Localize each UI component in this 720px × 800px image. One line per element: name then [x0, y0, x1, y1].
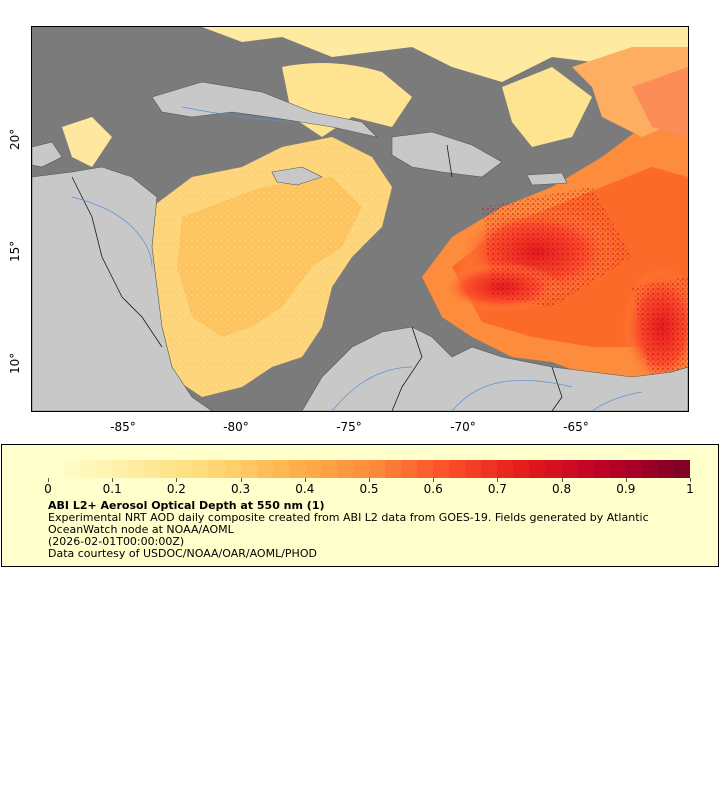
colorbar-tick-mark: [304, 478, 306, 482]
map-panel: -85° -80° -75° -70° -65° 20° 15° 10°: [8, 26, 689, 434]
legend-panel: ABI L2+ Aerosol Optical Depth at 550 nm …: [1, 444, 719, 567]
colorbar-swatch: [288, 460, 305, 478]
aod-field-high: [422, 47, 688, 411]
colorbar-tick-label: 0.2: [166, 482, 186, 496]
colorbar-swatch: [224, 460, 241, 478]
nodata-channel: [332, 187, 472, 357]
map-frame[interactable]: [31, 26, 689, 412]
y-tick-label: 20°: [8, 128, 22, 150]
colorbar-tick-mark: [369, 478, 370, 482]
legend-credit: Data courtesy of USDOC/NOAA/OAR/AOML/PHO…: [48, 547, 317, 560]
colorbar-tick-mark: [176, 478, 178, 482]
colorbar: [48, 460, 690, 478]
colorbar-tick-mark: [497, 478, 499, 482]
colorbar-swatch: [352, 460, 369, 478]
colorbar-swatch: [304, 460, 321, 478]
colorbar-swatch: [144, 460, 161, 478]
colorbar-swatch: [529, 460, 546, 478]
colorbar-swatch: [368, 460, 385, 478]
y-tick-label: 15°: [8, 240, 22, 262]
colorbar-swatch: [160, 460, 177, 478]
x-tick-label: -65°: [563, 420, 589, 434]
colorbar-tick-label: 0.7: [487, 482, 507, 496]
colorbar-tick-mark: [112, 478, 114, 482]
colorbar-tick-label: 0.3: [231, 482, 251, 496]
colorbar-swatch: [48, 460, 65, 478]
colorbar-tick-label: 0.9: [616, 482, 636, 496]
colorbar-tick-label: 0.1: [102, 482, 122, 496]
colorbar-swatch: [128, 460, 145, 478]
colorbar-tick-label: 0: [44, 482, 52, 496]
colorbar-swatch: [417, 460, 434, 478]
colorbar-swatch: [545, 460, 562, 478]
x-tick-label: -75°: [336, 420, 362, 434]
colorbar-tick-mark: [561, 478, 563, 482]
legend-date: (2026-02-01T00:00:00Z): [48, 535, 185, 548]
colorbar-swatch: [561, 460, 578, 478]
rivers: [71, 106, 643, 411]
legend-description: Experimental NRT AOD daily composite cre…: [48, 511, 649, 536]
colorbar-tick-mark: [48, 478, 49, 482]
land: [32, 81, 688, 411]
colorbar-swatch: [96, 460, 113, 478]
colorbar-swatch: [176, 460, 193, 478]
colorbar-swatch: [657, 460, 674, 478]
colorbar-swatch: [112, 460, 129, 478]
colorbar-swatch: [593, 460, 610, 478]
aod-map: [32, 27, 688, 411]
aod-field-central: [142, 137, 392, 397]
colorbar-tick-label: 0.8: [552, 482, 572, 496]
colorbar-swatch: [320, 460, 337, 478]
colorbar-swatch: [481, 460, 498, 478]
colorbar-swatch: [673, 460, 690, 478]
colorbar-swatch: [384, 460, 402, 478]
colorbar-tick-label: 1: [686, 482, 694, 496]
colorbar-swatch: [80, 460, 97, 478]
colorbar-tick-mark: [240, 478, 242, 482]
colorbar-swatch: [256, 460, 273, 478]
colorbar-tick-mark: [625, 478, 627, 482]
colorbar-swatch: [401, 460, 418, 478]
colorbar-tick-label: 0.6: [423, 482, 443, 496]
colorbar-tick-label: 0.4: [295, 482, 315, 496]
colorbar-swatch: [465, 460, 482, 478]
colorbar-swatch: [272, 460, 289, 478]
x-tick-label: -70°: [450, 420, 476, 434]
x-tick-label: -80°: [223, 420, 249, 434]
borders: [71, 144, 563, 411]
x-tick-label: -85°: [110, 420, 136, 434]
legend-text: ABI L2+ Aerosol Optical Depth at 550 nm …: [48, 500, 688, 560]
colorbar-swatch: [625, 460, 642, 478]
colorbar-swatch: [192, 460, 209, 478]
colorbar-swatch: [433, 460, 450, 478]
colorbar-swatch: [240, 460, 257, 478]
colorbar-swatch: [336, 460, 353, 478]
colorbar-swatch: [641, 460, 658, 478]
colorbar-tick-label: 0.5: [359, 482, 379, 496]
colorbar-swatch: [609, 460, 626, 478]
colorbar-swatch: [64, 460, 81, 478]
colorbar-swatch: [497, 460, 514, 478]
y-tick-label: 10°: [8, 352, 22, 374]
legend-title: ABI L2+ Aerosol Optical Depth at 550 nm …: [48, 499, 325, 512]
colorbar-tick-mark: [690, 478, 691, 482]
colorbar-swatch: [208, 460, 225, 478]
colorbar-swatch: [577, 460, 594, 478]
colorbar-swatch: [513, 460, 530, 478]
colorbar-swatch: [449, 460, 466, 478]
colorbar-tick-mark: [433, 478, 435, 482]
